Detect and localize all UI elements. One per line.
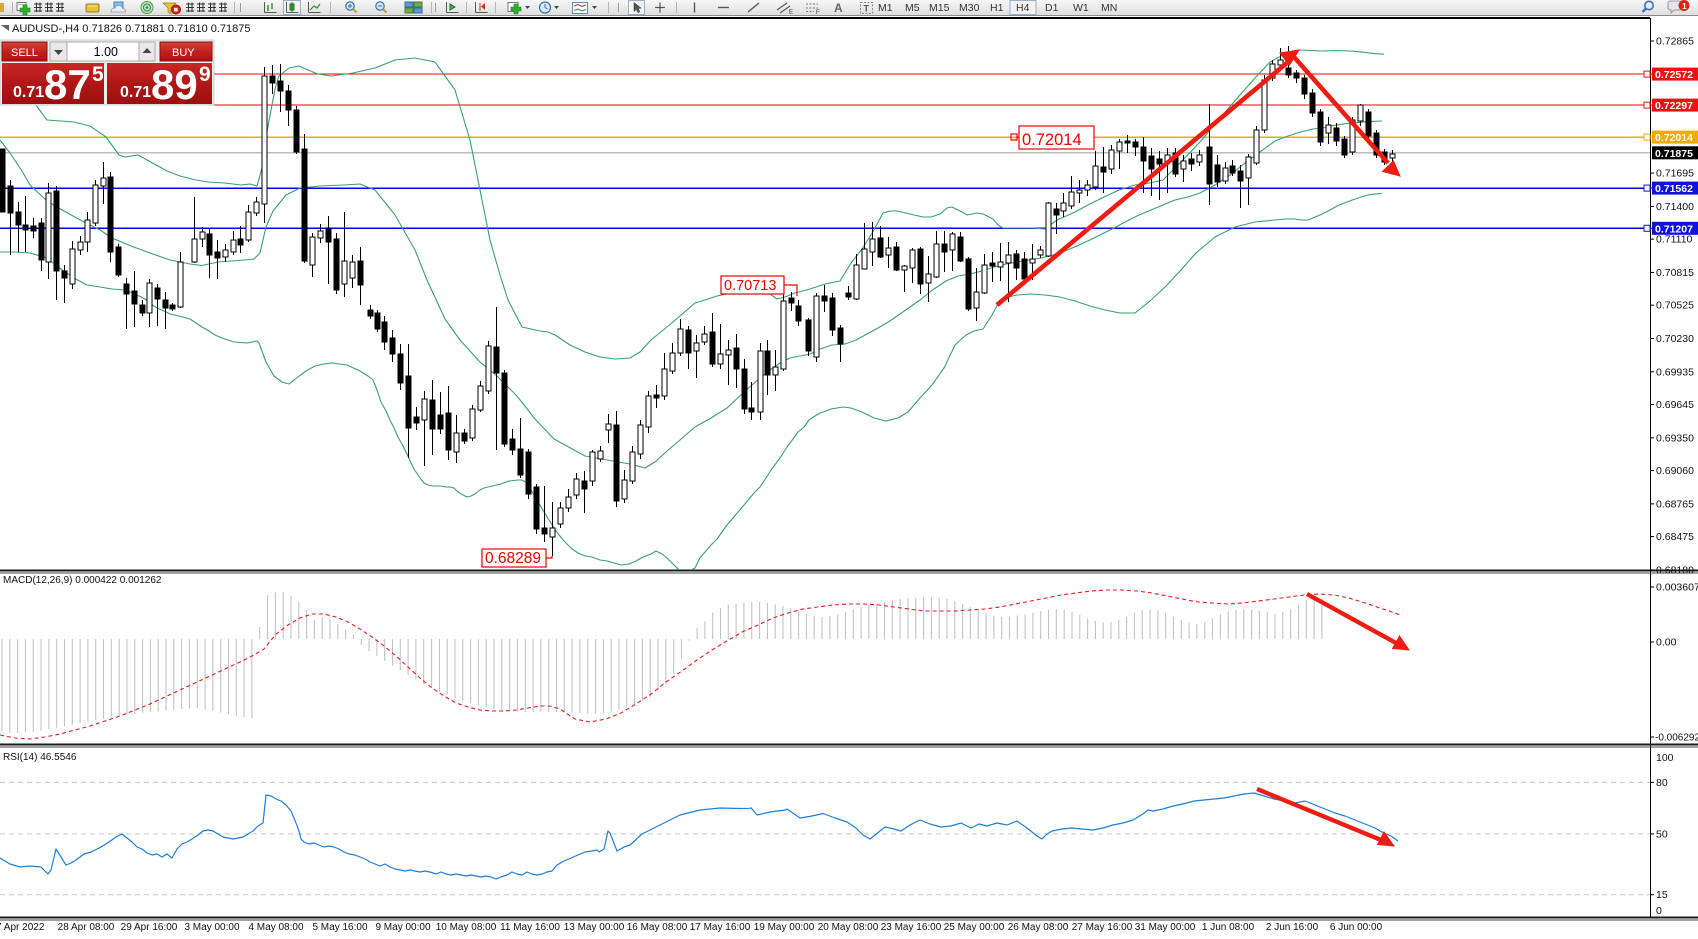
svg-text:F: F xyxy=(816,10,820,16)
svg-text:0.71110: 0.71110 xyxy=(1656,234,1693,246)
svg-text:89: 89 xyxy=(151,61,198,108)
svg-text:H1: H1 xyxy=(990,2,1004,14)
svg-text:10 May 08:00: 10 May 08:00 xyxy=(436,922,497,933)
svg-text:17 May 16:00: 17 May 16:00 xyxy=(690,922,751,933)
svg-text:29 Apr 16:00: 29 Apr 16:00 xyxy=(121,922,178,933)
svg-text:E: E xyxy=(789,10,793,16)
svg-text:4 May 08:00: 4 May 08:00 xyxy=(248,922,303,933)
svg-text:0.72014: 0.72014 xyxy=(1022,131,1082,149)
svg-text:0.70525: 0.70525 xyxy=(1656,300,1694,312)
svg-text:AUDUSD-,H4 0.71826 0.71881 0.: AUDUSD-,H4 0.71826 0.71881 0.71810 0.718… xyxy=(12,23,251,35)
svg-text:0.68475: 0.68475 xyxy=(1656,531,1694,543)
svg-text:1: 1 xyxy=(1682,1,1687,11)
svg-text:0.70815: 0.70815 xyxy=(1656,267,1694,279)
svg-text:0.72014: 0.72014 xyxy=(1655,132,1693,144)
svg-text:25 May 00:00: 25 May 00:00 xyxy=(944,922,1005,933)
svg-text:M1: M1 xyxy=(878,2,893,14)
svg-text:0.68289: 0.68289 xyxy=(485,550,541,567)
svg-text:50: 50 xyxy=(1656,828,1668,840)
svg-text:0.71207: 0.71207 xyxy=(1655,223,1693,235)
svg-text:1.00: 1.00 xyxy=(94,45,118,59)
svg-text:SELL: SELL xyxy=(11,47,38,59)
svg-text:D1: D1 xyxy=(1045,2,1059,14)
svg-text:28 Apr 08:00: 28 Apr 08:00 xyxy=(58,922,115,933)
svg-text:0.69935: 0.69935 xyxy=(1656,366,1694,378)
svg-text:0.72572: 0.72572 xyxy=(1655,69,1693,81)
svg-text:0.71875: 0.71875 xyxy=(1655,148,1693,160)
svg-text:T: T xyxy=(864,4,870,14)
svg-text:23 May 16:00: 23 May 16:00 xyxy=(881,922,942,933)
svg-text:5: 5 xyxy=(92,63,104,86)
svg-text:31 May 00:00: 31 May 00:00 xyxy=(1135,922,1196,933)
svg-text:0.69350: 0.69350 xyxy=(1656,432,1694,444)
svg-text:100: 100 xyxy=(1656,752,1674,764)
svg-text:27 May 16:00: 27 May 16:00 xyxy=(1072,922,1133,933)
svg-text:RSI(14) 46.5546: RSI(14) 46.5546 xyxy=(3,752,77,763)
svg-text:A: A xyxy=(834,1,843,15)
svg-text:0.70230: 0.70230 xyxy=(1656,333,1694,345)
svg-text:0.72865: 0.72865 xyxy=(1656,36,1694,48)
svg-text:0.68180: 0.68180 xyxy=(1656,564,1694,576)
svg-text:H4: H4 xyxy=(1016,2,1030,14)
svg-text:0.72297: 0.72297 xyxy=(1655,100,1693,112)
svg-text:11 May 16:00: 11 May 16:00 xyxy=(500,922,560,933)
svg-text:M5: M5 xyxy=(905,2,920,14)
svg-text:2 Jun 16:00: 2 Jun 16:00 xyxy=(1266,922,1319,933)
svg-text:0.68765: 0.68765 xyxy=(1656,498,1694,510)
svg-text:15: 15 xyxy=(1656,889,1668,901)
svg-text:6 Jun 00:00: 6 Jun 00:00 xyxy=(1330,922,1383,933)
svg-text:5 May 16:00: 5 May 16:00 xyxy=(312,922,367,933)
svg-text:0.69645: 0.69645 xyxy=(1656,399,1694,411)
svg-text:13 May 00:00: 13 May 00:00 xyxy=(564,922,625,933)
svg-text:0.71: 0.71 xyxy=(13,84,44,101)
svg-text:9 May 00:00: 9 May 00:00 xyxy=(375,922,430,933)
svg-text:M15: M15 xyxy=(929,2,950,14)
svg-text:0.71: 0.71 xyxy=(120,84,151,101)
svg-text:W1: W1 xyxy=(1073,2,1089,14)
svg-text:9: 9 xyxy=(199,63,211,86)
svg-text:MN: MN xyxy=(1101,2,1117,14)
svg-text:0.71562: 0.71562 xyxy=(1655,183,1693,195)
svg-text:7 Apr 2022: 7 Apr 2022 xyxy=(0,922,45,933)
svg-text:-0.006292: -0.006292 xyxy=(1655,733,1698,744)
svg-text:26 May 08:00: 26 May 08:00 xyxy=(1008,922,1069,933)
svg-text:M30: M30 xyxy=(959,2,980,14)
svg-text:0.00: 0.00 xyxy=(1656,637,1677,649)
svg-text:MACD(12,26,9) 0.000422 0.00126: MACD(12,26,9) 0.000422 0.001262 xyxy=(3,575,162,586)
svg-text:80: 80 xyxy=(1656,777,1668,789)
svg-text:0: 0 xyxy=(1656,905,1662,917)
svg-text:0.71695: 0.71695 xyxy=(1656,168,1694,180)
svg-text:0.70713: 0.70713 xyxy=(724,278,776,294)
svg-text:0.71400: 0.71400 xyxy=(1656,201,1694,213)
svg-text:3 May 00:00: 3 May 00:00 xyxy=(184,922,239,933)
svg-text:87: 87 xyxy=(44,61,91,108)
svg-text:BUY: BUY xyxy=(172,47,195,59)
svg-text:16 May 08:00: 16 May 08:00 xyxy=(627,922,688,933)
svg-text:20 May 08:00: 20 May 08:00 xyxy=(818,922,879,933)
svg-text:1 Jun 08:00: 1 Jun 08:00 xyxy=(1202,922,1255,933)
svg-text:0.69060: 0.69060 xyxy=(1656,465,1694,477)
svg-text:19 May 00:00: 19 May 00:00 xyxy=(754,922,815,933)
svg-text:0.003607: 0.003607 xyxy=(1656,582,1698,594)
